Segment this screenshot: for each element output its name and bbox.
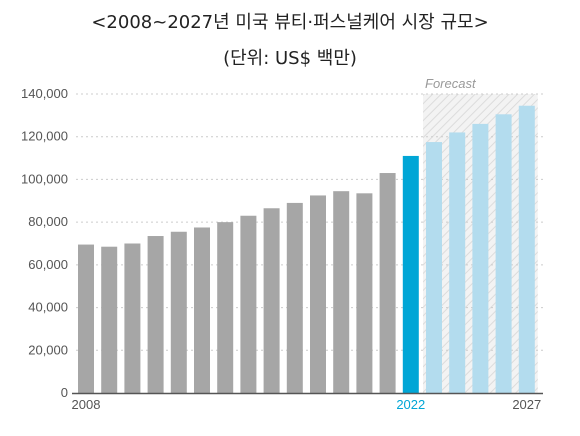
bar-2025 bbox=[472, 123, 489, 394]
bar-2010 bbox=[124, 243, 141, 393]
bar-2017 bbox=[286, 202, 303, 393]
bar-2020 bbox=[356, 193, 373, 393]
y-tick-label: 120,000 bbox=[21, 129, 68, 144]
bar-2015 bbox=[240, 215, 257, 393]
y-tick-label: 20,000 bbox=[28, 342, 68, 357]
bar-2013 bbox=[194, 227, 210, 393]
bar-2023 bbox=[426, 142, 442, 393]
x-tick-label: 2008 bbox=[72, 397, 101, 412]
bar-2009 bbox=[101, 246, 118, 393]
chart-title: <2008~2027년 미국 뷰티·퍼스널케어 시장 규모> bbox=[91, 12, 489, 33]
bar-2016 bbox=[263, 208, 280, 393]
bar-2027 bbox=[518, 105, 535, 393]
y-tick-label: 0 bbox=[61, 385, 68, 400]
bar-2012 bbox=[170, 231, 187, 393]
forecast-label: Forecast bbox=[425, 76, 477, 91]
y-tick-label: 80,000 bbox=[28, 214, 68, 229]
bar-2022 bbox=[402, 155, 419, 393]
bar-2026 bbox=[495, 114, 512, 394]
bar-2019 bbox=[333, 191, 350, 393]
x-tick-label: 2022 bbox=[396, 397, 425, 412]
bar-2018 bbox=[310, 195, 326, 393]
y-tick-label: 100,000 bbox=[21, 171, 68, 186]
y-tick-label: 40,000 bbox=[28, 300, 68, 315]
bar-2008 bbox=[78, 244, 94, 393]
y-tick-label: 60,000 bbox=[28, 257, 68, 272]
bar-2014 bbox=[217, 222, 234, 393]
x-tick-label: 2027 bbox=[512, 397, 541, 412]
bar-2021 bbox=[379, 173, 396, 393]
chart-subtitle: (단위: US$ 백만) bbox=[223, 48, 357, 69]
bar-2011 bbox=[147, 236, 164, 393]
bar-2024 bbox=[449, 132, 466, 393]
y-tick-label: 140,000 bbox=[21, 86, 68, 101]
